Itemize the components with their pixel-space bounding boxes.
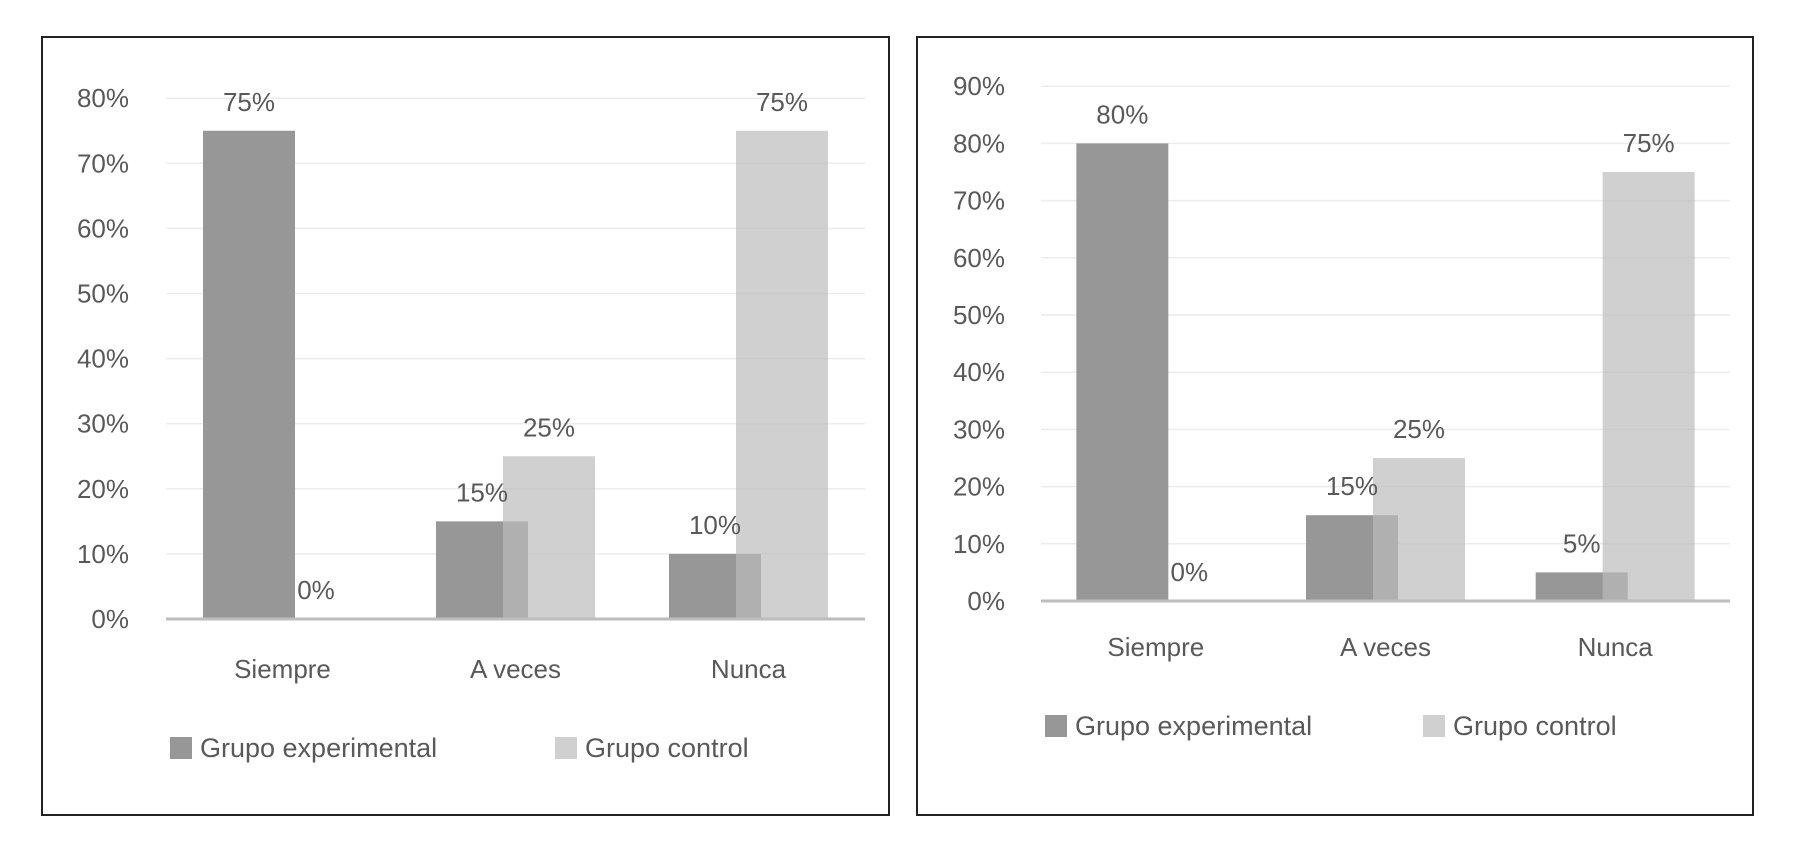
y-tick-label: 10% [953,529,1005,559]
y-tick-label: 50% [953,300,1005,330]
y-tick-label: 0% [967,586,1005,616]
y-tick-label: 80% [953,128,1005,158]
y-tick-label: 60% [953,243,1005,273]
y-tick-label: 0% [91,604,129,634]
data-label-experimental: 5% [1563,528,1601,558]
x-category-label: A veces [470,654,561,684]
y-tick-label: 70% [77,148,129,178]
y-tick-label: 90% [953,71,1005,101]
legend-label: Grupo experimental [1075,711,1312,741]
data-label-experimental: 15% [456,477,508,507]
x-category-label: A veces [1340,632,1431,662]
x-category-label: Siempre [1107,632,1204,662]
y-tick-label: 40% [953,357,1005,387]
legend-swatch-control [1423,715,1445,737]
y-tick-label: 20% [77,474,129,504]
legend-swatch-experimental [1045,715,1067,737]
y-tick-label: 80% [77,83,129,113]
y-tick-label: 30% [77,409,129,439]
data-label-experimental: 75% [223,87,275,117]
data-label-control: 75% [756,87,808,117]
y-tick-label: 20% [953,472,1005,502]
y-tick-label: 10% [77,539,129,569]
y-tick-label: 40% [77,344,129,374]
legend-swatch-control [555,737,577,759]
data-label-control: 0% [297,575,335,605]
data-label-control: 75% [1623,128,1675,158]
legend-label: Grupo control [585,733,749,763]
data-label-control: 25% [1393,414,1445,444]
data-label-control: 25% [523,412,575,442]
y-tick-label: 50% [77,279,129,309]
legend-swatch-experimental [170,737,192,759]
chart-2: 0% 10% 20% 30% 40% 50% 60% 70% 80% 90% 80% 0% Siempr… [916,36,1754,816]
bar-grupo-control [1602,172,1695,601]
bar-grupo-experimental [203,130,295,619]
x-category-label: Siempre [234,654,331,684]
bar-grupo-control [503,456,595,619]
bar-grupo-control [1373,458,1465,601]
y-tick-label: 60% [77,213,129,243]
x-category-label: Nunca [711,654,787,684]
bar-grupo-experimental [1076,143,1169,601]
data-label-experimental: 15% [1326,471,1378,501]
y-tick-label: 70% [953,186,1005,216]
x-category-label: Nunca [1578,632,1654,662]
legend-label: Grupo control [1453,711,1617,741]
data-label-experimental: 10% [689,510,741,540]
data-label-control: 0% [1171,557,1209,587]
data-label-experimental: 80% [1096,99,1148,129]
chart-1: 0% 10% 20% 30% 40% 50% 60% 70% 80% 75% 0% Siempre 15… [41,36,890,816]
y-tick-label: 30% [953,414,1005,444]
bar-grupo-control [736,130,828,619]
legend-label: Grupo experimental [200,733,437,763]
